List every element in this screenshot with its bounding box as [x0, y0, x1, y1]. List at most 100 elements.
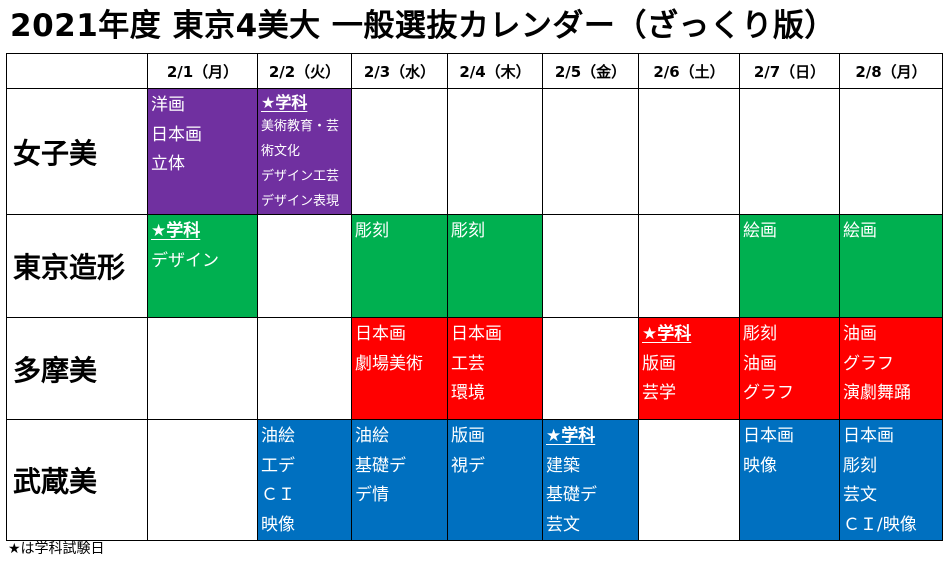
empty-cell	[638, 214, 740, 318]
department-label: 演劇舞踊	[843, 383, 911, 403]
department-label: 視デ	[451, 455, 485, 476]
school-row: 武蔵美 油絵 工デ ＣＩ 映像 油絵 基礎デ デ情 版画 視デ ★学科 建築 基礎デ 芸文 日本画 映像 日本画…	[6, 419, 943, 541]
department-label: 環境	[451, 383, 485, 403]
department-label: 日本画	[843, 426, 894, 446]
department-label: 日本画	[151, 124, 202, 145]
exam-cell: 彫刻 油画 グラフ	[739, 317, 840, 420]
date-header: 2/7（日）	[739, 53, 840, 89]
date-header: 2/8（月）	[839, 53, 943, 89]
empty-cell	[739, 88, 840, 215]
department-label: 彫刻	[451, 221, 485, 241]
exam-cell: ★学科美術教育・芸 術文化デザイン工芸 デザイン表現	[257, 88, 352, 215]
department-label: 工デ	[261, 455, 295, 476]
department-label: 映像	[261, 514, 295, 535]
empty-cell	[638, 88, 740, 215]
empty-cell	[542, 317, 639, 420]
exam-cell: 油画 グラフ 演劇舞踊	[839, 317, 943, 420]
department-label: ＣＩ/映像	[843, 514, 917, 535]
department-label: デザイン表現	[261, 194, 340, 209]
department-label: グラフ	[743, 383, 794, 403]
department-label: 彫刻	[843, 455, 877, 476]
department-label: 版画	[451, 426, 485, 446]
department-label: 油画	[743, 353, 777, 374]
exam-cell: 洋画 日本画 立体	[147, 88, 258, 215]
department-label: 絵画	[843, 221, 877, 241]
department-label: 美術教育・芸	[261, 119, 340, 134]
school-row: 東京造形 ★学科デザイン 彫刻 彫刻 絵画 絵画	[6, 214, 943, 318]
school-row: 女子美 洋画 日本画 立体 ★学科 美術教育・芸 術文化 デザイン工芸 デザイン表現	[6, 88, 943, 215]
empty-cell	[147, 317, 258, 420]
exam-cell: 日本画 工芸 環境	[447, 317, 543, 420]
empty-cell	[542, 88, 639, 215]
exam-cell: 彫刻	[351, 214, 448, 318]
exam-calendar-grid: 2/1（月） 2/2（火） 2/3（水） 2/4（木） 2/5（金） 2/6（土…	[6, 53, 943, 541]
department-label: デ情	[355, 485, 389, 505]
department-label: 油画	[843, 324, 877, 344]
written-exam-label: ★学科	[642, 324, 692, 344]
exam-cell: 版画 視デ	[447, 419, 543, 541]
written-exam-label: ★学科	[151, 221, 201, 241]
department-label: デザイン工芸	[261, 169, 340, 184]
department-label: 日本画	[451, 324, 502, 344]
department-label: デザイン	[151, 250, 219, 271]
department-label: 芸文	[843, 485, 877, 505]
department-label: 彫刻	[355, 221, 389, 241]
exam-cell: 日本画 映像	[739, 419, 840, 541]
school-name: 女子美	[6, 88, 148, 215]
footnote: ★は学科試験日	[8, 541, 105, 557]
department-label: 日本画	[743, 426, 794, 446]
empty-cell	[638, 419, 740, 541]
exam-cell: ★学科建築基礎デ芸文	[542, 419, 639, 541]
department-label: 基礎デ	[546, 485, 597, 505]
department-label: 劇場美術	[355, 353, 423, 374]
school-row: 多摩美 日本画 劇場美術 日本画 工芸 環境 ★学科 版画 芸学 彫刻 油画 グラフ 油画 グラフ 演劇舞踊	[6, 317, 943, 420]
department-label: 芸文	[546, 514, 580, 535]
exam-calendar-table: 2/1（月） 2/2（火） 2/3（水） 2/4（木） 2/5（金） 2/6（土…	[6, 53, 943, 541]
date-header: 2/4（木）	[447, 53, 543, 89]
empty-cell	[351, 88, 448, 215]
exam-cell: 油絵工デ ＣＩ 映像	[257, 419, 352, 541]
exam-cell: 絵画	[739, 214, 840, 318]
department-label: 術文化	[261, 144, 301, 159]
empty-cell	[542, 214, 639, 318]
department-label: 映像	[743, 455, 777, 476]
exam-cell: 油絵 基礎デ デ情	[351, 419, 448, 541]
written-exam-label: ★学科	[261, 93, 308, 112]
date-header: 2/5（金）	[542, 53, 639, 89]
department-label: 芸学	[642, 383, 676, 403]
department-label: 版画	[642, 353, 676, 374]
school-name: 武蔵美	[6, 419, 148, 541]
school-name: 東京造形	[6, 214, 148, 318]
exam-cell: 絵画	[839, 214, 943, 318]
empty-cell	[257, 317, 352, 420]
exam-cell: 彫刻	[447, 214, 543, 318]
department-label: 洋画	[151, 95, 185, 115]
department-label: 油絵	[261, 426, 295, 446]
department-label: 日本画	[355, 324, 406, 344]
department-label: 基礎デ	[355, 455, 406, 476]
department-label: 建築	[546, 455, 580, 476]
department-label: グラフ	[843, 353, 894, 374]
department-label: 絵画	[743, 221, 777, 241]
empty-cell	[147, 419, 258, 541]
date-header: 2/6（土）	[638, 53, 740, 89]
calendar-body: 女子美 洋画 日本画 立体 ★学科 美術教育・芸 術文化 デザイン工芸 デザイン表現 東京造形 ★学…	[6, 88, 943, 541]
exam-cell: 日本画彫刻芸文 ＣＩ/映像	[839, 419, 943, 541]
date-header-row: 2/1（月） 2/2（火） 2/3（水） 2/4（木） 2/5（金） 2/6（土…	[6, 53, 943, 89]
empty-cell	[447, 88, 543, 215]
empty-cell	[257, 214, 352, 318]
date-header: 2/2（火）	[257, 53, 352, 89]
page-title: 2021年度 東京4美大 一般選抜カレンダー（ざっくり版）	[10, 8, 836, 44]
written-exam-label: ★学科	[546, 426, 596, 446]
date-header: 2/1（月）	[147, 53, 258, 89]
school-name: 多摩美	[6, 317, 148, 420]
empty-cell	[839, 88, 943, 215]
corner-cell	[6, 53, 148, 89]
department-label: 工芸	[451, 353, 485, 374]
exam-cell: ★学科デザイン	[147, 214, 258, 318]
department-label: 立体	[151, 154, 185, 174]
exam-cell: 日本画 劇場美術	[351, 317, 448, 420]
department-label: ＣＩ	[261, 485, 295, 505]
date-header: 2/3（水）	[351, 53, 448, 89]
